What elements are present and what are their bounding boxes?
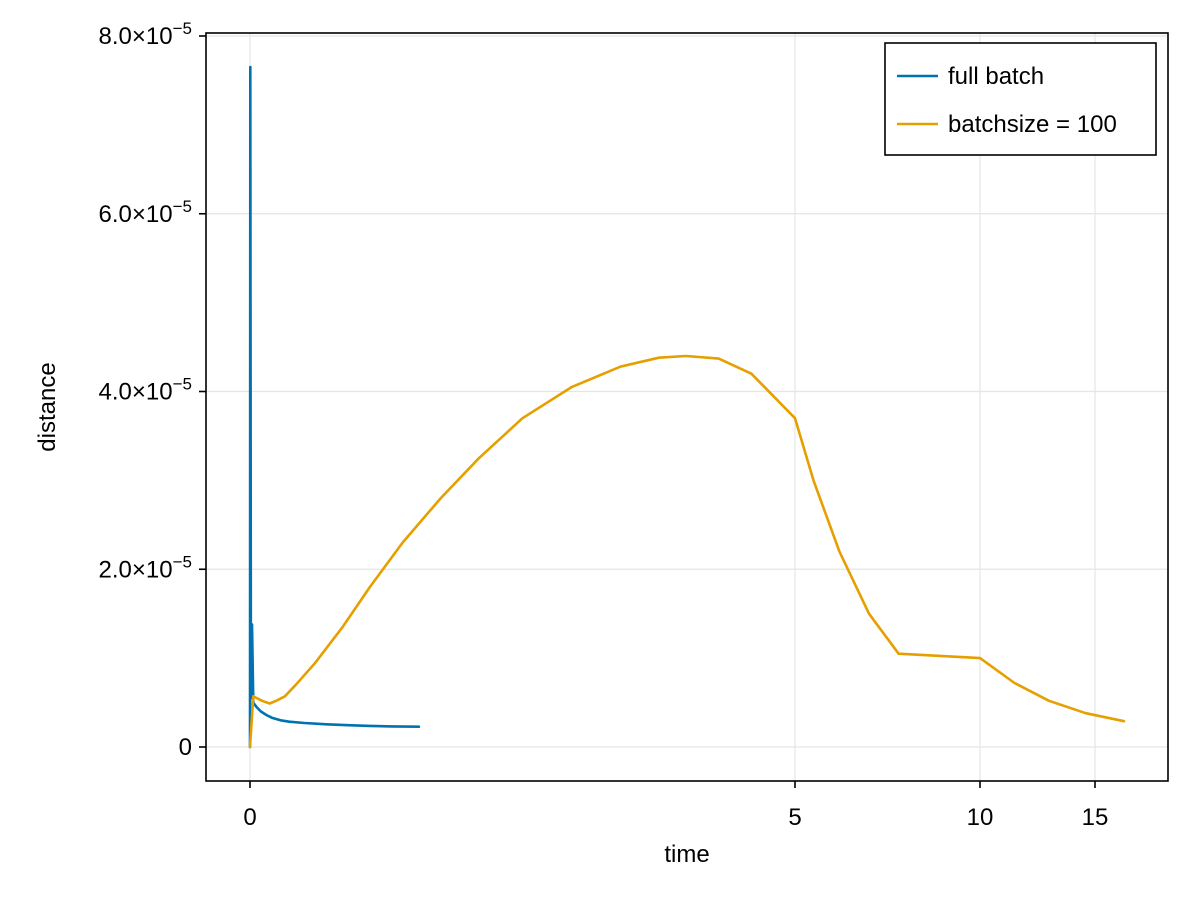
series-line-1: [248, 65, 421, 749]
y-tick-label: 8.0×10−5: [99, 19, 192, 50]
y-tick-label: 6.0×10−5: [99, 197, 192, 228]
plot-frame: [205, 32, 1169, 782]
x-tick-label: 0: [243, 804, 256, 831]
legend-label: full batch: [948, 63, 1044, 90]
x-tick-label: 10: [967, 804, 994, 831]
series-layer: [248, 65, 1126, 749]
legend-label: batchsize = 100: [948, 111, 1117, 138]
y-tick-label: 2.0×10−5: [99, 552, 192, 583]
x-tick-label: 15: [1082, 804, 1109, 831]
legend-box: [884, 42, 1157, 156]
y-tick-label: 0: [179, 734, 192, 761]
x-axis-title: time: [664, 841, 709, 868]
legend: full batch batchsize = 100: [884, 42, 1157, 156]
y-axis-title: distance: [34, 362, 61, 451]
x-tick-label: 5: [788, 804, 801, 831]
grid-layer: [206, 33, 1168, 781]
y-tick-label: 4.0×10−5: [99, 375, 192, 406]
tick-layer: 0 5 10 15 0 2.0×10−5 4.0×10−5 6.0×10−5 8.0×10−5: [99, 19, 1109, 831]
series-line-2: [248, 354, 1126, 749]
